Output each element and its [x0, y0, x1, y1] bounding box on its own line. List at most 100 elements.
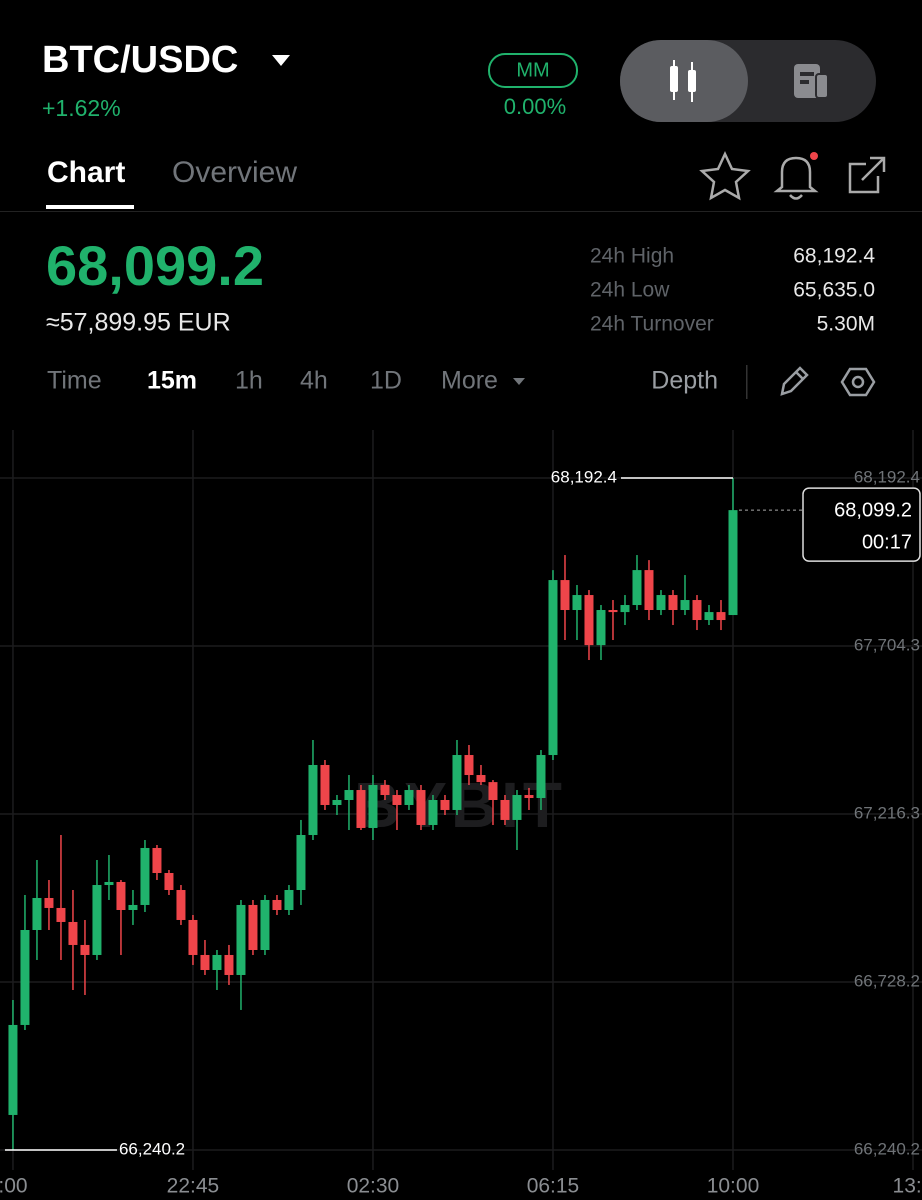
- candle-body: [644, 570, 654, 611]
- min-label: 66,240.2: [119, 1139, 185, 1158]
- timeframe[interactable]: More: [441, 367, 498, 395]
- candle-body: [92, 885, 102, 955]
- chart: :00 22:45 02:30 06:15 10:00 13:4 68,192.4 67,70…: [0, 430, 922, 1198]
- settings-icon[interactable]: [840, 367, 876, 397]
- divider: [0, 211, 922, 212]
- stat-value: 5.30M: [817, 313, 875, 336]
- x-tick-label: 10:00: [707, 1175, 760, 1198]
- tab-underline: [46, 205, 134, 209]
- alert-icon[interactable]: [773, 152, 819, 200]
- candle-body: [692, 600, 702, 621]
- candle-body: [8, 1024, 18, 1115]
- candle-body: [176, 890, 186, 920]
- draw-icon[interactable]: [780, 366, 809, 396]
- y-tick-label: 67,216.3: [854, 803, 920, 822]
- candle-body: [44, 897, 54, 908]
- toggle-active[interactable]: [620, 40, 748, 122]
- candle-body: [500, 800, 510, 820]
- pair[interactable]: BTC/USDC: [42, 39, 238, 81]
- y-tick-label: 66,728.2: [854, 971, 920, 990]
- candle-body: [704, 612, 714, 621]
- timeframe[interactable]: 1D: [370, 367, 402, 395]
- timeframe[interactable]: 15m: [147, 367, 197, 395]
- mm-value: 0.00%: [504, 94, 566, 119]
- candle-body: [632, 570, 642, 606]
- candle-body: [344, 790, 354, 800]
- timeframe[interactable]: 4h: [300, 367, 328, 395]
- fiat-price: ≈57,899.95 EUR: [46, 309, 231, 337]
- price-box: [802, 487, 921, 562]
- timeframe[interactable]: 1h: [235, 367, 263, 395]
- candle-icon: [670, 60, 696, 102]
- x-tick-label: 02:30: [347, 1175, 400, 1198]
- candle-body: [620, 605, 630, 613]
- timeframe[interactable]: Time: [47, 367, 102, 395]
- stat-value: 65,635.0: [793, 279, 875, 302]
- price-box-countdown: 00:17: [862, 531, 912, 553]
- candle-body: [164, 873, 174, 891]
- candle-body: [572, 595, 582, 611]
- candle-body: [260, 899, 270, 950]
- candle-body: [332, 800, 342, 805]
- timeframes: Time 15m 1h 4h 1D More: [47, 367, 525, 395]
- candle-body: [236, 904, 246, 975]
- stats: 24h High 68,192.4 24h Low 65,635.0 24h Turno…: [590, 245, 875, 336]
- tab-chart[interactable]: Chart: [47, 156, 125, 189]
- candle-body: [596, 610, 606, 646]
- candle-body: [188, 919, 198, 955]
- candle-body: [128, 904, 138, 911]
- mm-pill[interactable]: [488, 53, 578, 88]
- candle-body: [560, 580, 570, 611]
- share-icon[interactable]: [848, 156, 886, 194]
- candle-body: [140, 847, 150, 905]
- candle-body: [248, 904, 258, 950]
- candle-body: [428, 800, 438, 825]
- price-box-value: 68,099.2: [834, 499, 912, 521]
- candle-body: [656, 595, 666, 611]
- x-tick-label: 13:4: [893, 1175, 922, 1198]
- x-tick-label: :00: [0, 1175, 28, 1198]
- candle-body: [56, 907, 66, 922]
- news-icon[interactable]: [794, 64, 829, 99]
- candle-body: [416, 790, 426, 825]
- change: +1.62%: [42, 95, 121, 121]
- stat-value: 68,192.4: [793, 245, 875, 268]
- tab-overview[interactable]: Overview: [172, 156, 297, 189]
- candle-body: [212, 954, 222, 970]
- candle-body: [404, 790, 414, 805]
- candle-body: [488, 782, 498, 800]
- x-tick-label: 22:45: [167, 1175, 220, 1198]
- candle-body: [224, 954, 234, 975]
- candle-body: [716, 612, 726, 621]
- candle-body: [392, 795, 402, 805]
- candle-body: [368, 784, 378, 828]
- candle-body: [440, 800, 450, 810]
- stat-label: 24h Low: [590, 279, 670, 302]
- candle-body: [680, 600, 690, 611]
- candle-body: [452, 755, 462, 810]
- pair-dropdown[interactable]: [272, 55, 290, 66]
- candle-body: [68, 921, 78, 945]
- candle-body: [464, 755, 474, 776]
- candle-body: [608, 610, 618, 613]
- candle-body: [116, 881, 126, 911]
- last-price: 68,099.2: [46, 234, 264, 297]
- mm: MM: [516, 59, 549, 81]
- candle-body: [536, 755, 546, 799]
- favorite-icon[interactable]: [699, 151, 751, 201]
- x-tick-label: 06:15: [527, 1175, 580, 1198]
- candle-body: [272, 899, 282, 911]
- depth[interactable]: Depth: [651, 367, 718, 395]
- candle-body: [296, 835, 306, 891]
- y-tick-label: 68,192.4: [854, 468, 920, 487]
- candle-body: [524, 795, 534, 799]
- candle-body: [668, 595, 678, 611]
- candle-body: [152, 847, 162, 874]
- candle-body: [32, 897, 42, 930]
- candle-body: [104, 881, 114, 886]
- stat-label: 24h High: [590, 245, 674, 268]
- candle-body: [284, 890, 294, 911]
- candle-body: [200, 954, 210, 970]
